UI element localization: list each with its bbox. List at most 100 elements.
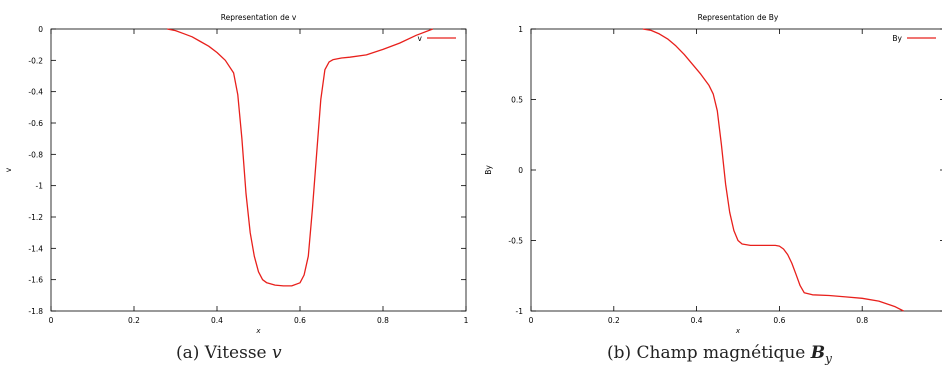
data-point-b (750, 245, 751, 246)
data-point-b (721, 144, 722, 145)
data-point-a (275, 285, 276, 286)
x-tick-label-a: 0.6 (294, 316, 306, 325)
data-point-b (812, 294, 813, 295)
data-point-a (333, 59, 334, 60)
data-point-b (684, 54, 685, 55)
data-point-a (167, 29, 168, 30)
y-tick-label-b: -0.5 (508, 237, 523, 246)
data-point-a (183, 33, 184, 34)
data-point-a (399, 43, 400, 44)
data-point-b (878, 301, 879, 302)
data-point-a (432, 29, 433, 30)
data-point-b (791, 263, 792, 264)
y-tick-label-a: -1.8 (28, 307, 43, 316)
data-point-b (787, 254, 788, 255)
caption-b-label: (b) Champ magnétique (607, 343, 811, 363)
data-point-b (845, 297, 846, 298)
data-point-b (738, 240, 739, 241)
data-point-a (416, 35, 417, 36)
data-point-a (308, 256, 309, 257)
data-point-b (692, 64, 693, 65)
data-point-b (862, 298, 863, 299)
data-point-a (192, 36, 193, 37)
data-point-b (742, 244, 743, 245)
caption-b-variable: B (810, 343, 826, 363)
data-point-a (291, 286, 292, 287)
caption-a: (a) Vitesse v (176, 343, 282, 363)
y-tick-label-b: 1 (518, 25, 523, 34)
y-axis-label-a: v (4, 167, 13, 172)
data-point-a (312, 209, 313, 210)
data-point-b (804, 292, 805, 293)
data-point-a (329, 62, 330, 63)
data-point-b (779, 246, 780, 247)
plot-frame-a (50, 28, 467, 312)
x-axis-label-b: x (735, 327, 741, 335)
data-point-b (895, 306, 896, 307)
data-point-a (225, 60, 226, 61)
x-tick-label-b: 0 (529, 316, 534, 325)
data-point-a (383, 49, 384, 50)
data-point-b (800, 285, 801, 286)
series-line-a (167, 28, 434, 287)
data-point-b (733, 230, 734, 231)
data-point-b (700, 74, 701, 75)
data-point-a (266, 282, 267, 283)
data-point-a (233, 72, 234, 73)
data-point-a (258, 271, 259, 272)
y-tick-label-a: -0.2 (28, 56, 43, 65)
x-tick-label-a: 0 (49, 316, 54, 325)
y-tick-label-b: 0.5 (511, 96, 523, 105)
x-tick-label-b: 0.4 (691, 316, 703, 325)
x-tick-label-b: 0.6 (773, 316, 785, 325)
x-tick-label-a: 0.2 (128, 316, 140, 325)
data-point-b (717, 110, 718, 111)
data-point-a (262, 279, 263, 280)
x-tick-label-a: 1 (464, 316, 469, 325)
data-point-a (242, 138, 243, 139)
caption-b: (b) Champ magnétique By (607, 343, 832, 365)
plot-frame-b (530, 28, 942, 312)
data-point-a (320, 99, 321, 100)
data-point-b (713, 93, 714, 94)
y-tick-label-a: -0.8 (28, 150, 43, 159)
data-point-b (709, 85, 710, 86)
data-point-b (642, 29, 643, 30)
chart-title-a: Representation de v (221, 13, 297, 22)
data-point-b (729, 212, 730, 213)
data-point-b (903, 311, 904, 312)
y-tick-label-a: 0 (38, 25, 43, 34)
data-point-b (667, 38, 668, 39)
data-point-a (217, 52, 218, 53)
data-point-a (175, 30, 176, 31)
data-point-a (325, 69, 326, 70)
data-point-b (651, 30, 652, 31)
data-point-b (659, 34, 660, 35)
data-point-b (676, 46, 677, 47)
data-point-a (200, 41, 201, 42)
y-tick-label-a: -1.6 (28, 276, 43, 285)
legend-label-b: By (892, 34, 902, 43)
y-axis-label-b: By (484, 165, 493, 175)
data-point-b (796, 274, 797, 275)
y-tick-label-b: -1 (516, 307, 524, 316)
data-point-a (366, 54, 367, 55)
data-point-b (758, 245, 759, 246)
data-point-a (316, 154, 317, 155)
y-tick-label-a: -1.2 (28, 213, 43, 222)
x-tick-label-a: 0.8 (377, 316, 389, 325)
data-point-b (775, 245, 776, 246)
x-tick-label-b: 0.8 (856, 316, 868, 325)
data-point-a (246, 193, 247, 194)
x-axis-label-a: x (255, 327, 261, 335)
legend-label-a: v (418, 34, 423, 43)
caption-a-variable: v (272, 343, 282, 363)
data-point-a (250, 232, 251, 233)
data-point-a (300, 282, 301, 283)
y-tick-label-a: -0.4 (28, 88, 43, 97)
series-line-b (642, 28, 904, 312)
y-tick-label-b: 0 (518, 166, 523, 175)
data-point-a (304, 275, 305, 276)
data-point-b (783, 249, 784, 250)
